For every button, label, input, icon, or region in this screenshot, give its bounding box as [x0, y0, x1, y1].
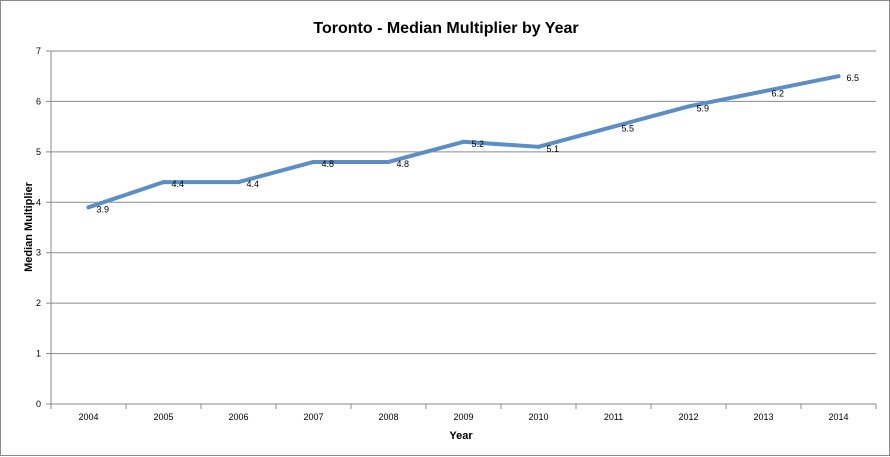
data-label: 5.9: [697, 103, 710, 113]
x-tick-label: 2007: [303, 412, 323, 422]
x-tick-label: 2009: [453, 412, 473, 422]
x-tick-label: 2012: [678, 412, 698, 422]
x-tick-label: 2013: [753, 412, 773, 422]
data-point: [311, 159, 316, 164]
y-tick-label: 7: [36, 46, 41, 56]
axes: [46, 50, 877, 409]
data-point: [611, 124, 616, 129]
data-point: [836, 74, 841, 79]
data-point: [161, 180, 166, 185]
data-labels: 3.9 4.4 4.4 4.8 4.8 5.2 5.1 5.5 5.9 6.2 6.5: [97, 73, 860, 214]
data-point: [761, 89, 766, 94]
y-tick-label: 4: [36, 197, 41, 207]
chart-title: Toronto - Median Multiplier by Year: [313, 20, 578, 37]
x-tick-label: 2014: [828, 412, 848, 422]
data-label: 5.1: [547, 144, 560, 154]
series-line-group: [86, 74, 841, 210]
y-tick-label: 2: [36, 298, 41, 308]
data-point: [461, 139, 466, 144]
x-axis-label: Year: [449, 430, 473, 442]
data-label: 4.4: [247, 179, 260, 189]
data-label: 6.2: [772, 88, 785, 98]
y-tick-label: 6: [36, 96, 41, 106]
x-tick-label: 2011: [604, 412, 623, 422]
data-label: 6.5: [847, 73, 860, 83]
x-tick-label: 2010: [528, 412, 548, 422]
data-point: [386, 159, 391, 164]
x-tick-label: 2006: [228, 412, 248, 422]
data-point: [686, 104, 691, 109]
data-label: 5.5: [622, 124, 635, 134]
data-point: [86, 205, 91, 210]
y-tick-label: 1: [36, 349, 41, 359]
y-tick-label: 0: [36, 399, 41, 409]
y-axis-label: Median Multiplier: [23, 181, 35, 272]
data-label: 5.2: [472, 139, 485, 149]
gridlines: [51, 50, 876, 355]
data-label: 4.8: [322, 159, 335, 169]
y-tick-labels: 0 1 2 3 4 5 6 7: [36, 46, 41, 409]
data-label: 3.9: [97, 204, 110, 214]
data-label: 4.8: [397, 159, 410, 169]
data-point: [536, 144, 541, 149]
x-tick-label: 2005: [153, 412, 173, 422]
y-tick-label: 5: [36, 147, 41, 157]
x-tick-label: 2004: [78, 412, 98, 422]
data-label: 4.4: [172, 179, 185, 189]
y-tick-label: 3: [36, 248, 41, 258]
data-point: [236, 180, 241, 185]
x-tick-labels: 2004 2005 2006 2007 2008 2009 2010 2011 2012 2013…: [78, 412, 848, 422]
x-tick-label: 2008: [378, 412, 398, 422]
